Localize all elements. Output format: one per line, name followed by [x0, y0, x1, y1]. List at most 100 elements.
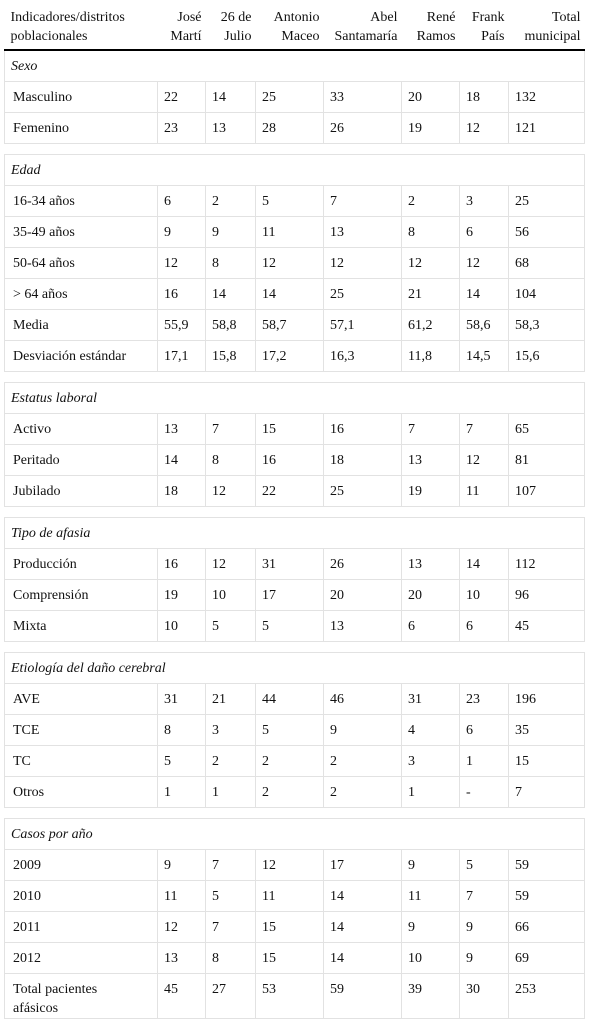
data-cell: 13 — [323, 215, 402, 248]
section-row: Edad — [4, 153, 585, 186]
data-cell: 96 — [508, 578, 585, 611]
data-cell: 14 — [157, 443, 206, 476]
data-cell: 11 — [157, 879, 206, 912]
data-cell: 5 — [205, 609, 256, 642]
row-label-text: 2011 — [13, 919, 41, 935]
data-row: 2011 12 7 15 14 9 9 66 — [4, 910, 585, 943]
data-cell: 11 — [401, 879, 460, 912]
data-cell: 25 — [323, 474, 402, 507]
row-label: Masculino — [4, 80, 158, 113]
spacer-row — [4, 142, 585, 155]
data-cell: 6 — [459, 609, 509, 642]
data-cell: 3 — [401, 744, 460, 777]
data-row: > 64 años 16 14 14 25 21 14 104 — [4, 277, 585, 310]
data-cell: 7 — [205, 848, 256, 881]
data-cell: 39 — [401, 972, 460, 1019]
data-cell: 17,2 — [255, 339, 324, 372]
data-row: Otros 1 1 2 2 1-7 — [4, 775, 585, 808]
data-cell: 2 — [401, 184, 460, 217]
data-cell: 19 — [401, 111, 460, 144]
header-cell: Abel Santamaría — [323, 6, 402, 51]
data-cell: 14,5 — [459, 339, 509, 372]
data-cell: 12 — [323, 246, 402, 279]
data-cell: 8 — [401, 215, 460, 248]
data-cell: 58,6 — [459, 308, 509, 341]
data-cell: 11 — [255, 879, 324, 912]
data-cell: 46 — [323, 682, 402, 715]
data-cell: 35 — [508, 713, 585, 746]
table-header: Indicadores/distritos poblacionales José Ma… — [4, 6, 585, 51]
row-label-text: 35-49 años — [13, 224, 75, 240]
row-label: Jubilado — [4, 474, 158, 507]
data-cell: 4 — [401, 713, 460, 746]
spacer-cell — [4, 640, 585, 653]
section-title: Casos por año — [4, 817, 585, 850]
row-label-text: AVE — [13, 691, 40, 707]
data-cell: 9 — [205, 215, 256, 248]
row-label: 50-64 años — [4, 246, 158, 279]
header-text: Total — [551, 10, 581, 25]
data-cell: 69 — [508, 941, 585, 974]
data-cell: 112 — [508, 547, 585, 580]
data-cell: 9 — [157, 215, 206, 248]
data-cell: 15 — [255, 941, 324, 974]
header-text: Martí — [170, 29, 202, 44]
row-label-text: TCE — [13, 722, 40, 738]
row-label: Total pacientes afásicos — [4, 972, 158, 1019]
data-cell: 8 — [205, 941, 256, 974]
data-cell: 1 — [401, 775, 460, 808]
header-text: Ramos — [416, 29, 456, 44]
data-cell: 3 — [459, 184, 509, 217]
header-cell: 26 de Julio — [205, 6, 256, 51]
data-cell: 81 — [508, 443, 585, 476]
data-row: 16-34 años 6 2 5 7 2 3 25 — [4, 184, 585, 217]
data-cell: 44 — [255, 682, 324, 715]
data-cell: 7 — [401, 412, 460, 445]
data-cell: 21 — [205, 682, 256, 715]
data-cell: 1 — [205, 775, 256, 808]
row-label-text: Mixta — [13, 618, 47, 634]
data-cell: 2 — [205, 184, 256, 217]
data-cell: 59 — [508, 879, 585, 912]
data-row: Media 55,9 58,8 58,7 57,1 61,2 58,6 58,3 — [4, 308, 585, 341]
data-cell: 132 — [508, 80, 585, 113]
row-label-text: 2012 — [13, 950, 41, 966]
data-cell: 5 — [157, 744, 206, 777]
data-cell: 26 — [323, 547, 402, 580]
data-cell: 27 — [205, 972, 256, 1019]
spacer-cell — [4, 806, 585, 819]
data-cell: 11 — [255, 215, 324, 248]
spacer-row — [4, 505, 585, 518]
row-label-text: Desviación estándar — [13, 348, 127, 364]
data-cell: 13 — [205, 111, 256, 144]
row-label: TC — [4, 744, 158, 777]
header-text: municipal — [524, 29, 581, 44]
data-cell: 12 — [459, 443, 509, 476]
data-cell: 16 — [255, 443, 324, 476]
data-cell: 1 — [459, 744, 509, 777]
section-row: Tipo de afasia — [4, 516, 585, 549]
row-label-text: Media — [13, 317, 49, 333]
header-cell: José Martí — [157, 6, 206, 51]
data-cell: 58,3 — [508, 308, 585, 341]
header-text: Abel — [370, 10, 398, 25]
header-text: Julio — [224, 29, 252, 44]
data-cell: 53 — [255, 972, 324, 1019]
data-cell: 56 — [508, 215, 585, 248]
row-label: AVE — [4, 682, 158, 715]
header-cell: Frank País — [459, 6, 509, 51]
section-title: Tipo de afasia — [4, 516, 585, 549]
header-cell: René Ramos — [401, 6, 460, 51]
data-cell: 57,1 — [323, 308, 402, 341]
data-cell: 15 — [255, 412, 324, 445]
section-title: Estatus laboral — [4, 381, 585, 414]
data-cell: 15,8 — [205, 339, 256, 372]
data-row: 2012 13 8 15 14 10 9 69 — [4, 941, 585, 974]
header-text: Maceo — [281, 29, 320, 44]
data-cell: 16,3 — [323, 339, 402, 372]
data-cell: 16 — [157, 547, 206, 580]
data-table: Indicadores/distritos poblacionales José Ma… — [4, 6, 585, 1019]
data-cell: 14 — [323, 879, 402, 912]
data-cell: 9 — [459, 910, 509, 943]
spacer-cell — [4, 370, 585, 383]
